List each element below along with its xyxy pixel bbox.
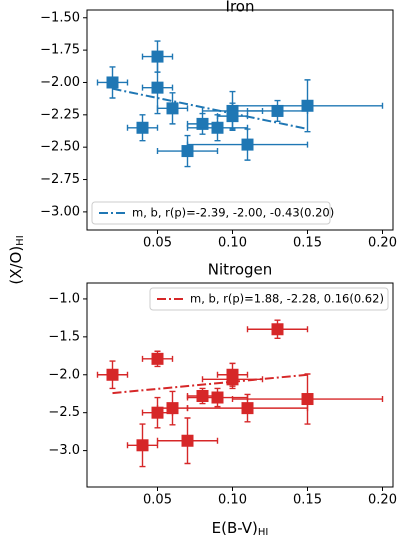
y-tick-label: −2.50 bbox=[40, 140, 80, 155]
y-tick-label: −2.25 bbox=[40, 107, 80, 122]
x-tick-label: 0.15 bbox=[293, 236, 322, 251]
panel-title: Nitrogen bbox=[208, 261, 273, 279]
x-tick-label: 0.05 bbox=[143, 236, 172, 251]
legend-label: m, b, r(p)=1.88, -2.28, 0.16(0.62) bbox=[190, 292, 384, 306]
legend-label: m, b, r(p)=-2.39, -2.00, -0.43(0.20) bbox=[132, 206, 334, 220]
point bbox=[106, 368, 119, 381]
point bbox=[181, 145, 194, 158]
point bbox=[106, 76, 119, 89]
point bbox=[151, 352, 164, 365]
y-tick-label: −1.5 bbox=[48, 329, 80, 344]
point bbox=[151, 50, 164, 63]
point bbox=[151, 406, 164, 419]
panel-title: Iron bbox=[226, 0, 255, 16]
point bbox=[301, 393, 314, 406]
y-tick-label: −2.75 bbox=[40, 172, 80, 187]
legend-box bbox=[91, 201, 331, 225]
point bbox=[241, 138, 254, 151]
plot-frame bbox=[86, 9, 394, 231]
fit-line bbox=[112, 87, 308, 130]
y-tick-label: −1.75 bbox=[40, 43, 80, 58]
point bbox=[271, 323, 284, 336]
legend-box bbox=[149, 287, 389, 311]
point bbox=[196, 389, 209, 402]
point bbox=[181, 434, 194, 447]
x-tick-label: 0.10 bbox=[218, 236, 247, 251]
y-tick-label: −3.00 bbox=[40, 204, 80, 219]
y-axis-label: (X/O)HI bbox=[7, 235, 27, 284]
point bbox=[166, 102, 179, 115]
y-tick-label: −2.00 bbox=[40, 75, 80, 90]
y-tick-label: −2.5 bbox=[48, 405, 80, 420]
legend: m, b, r(p)=-2.39, -2.00, -0.43(0.20) bbox=[91, 201, 334, 225]
x-tick-label: 0.15 bbox=[293, 493, 322, 508]
legend: m, b, r(p)=1.88, -2.28, 0.16(0.62) bbox=[149, 287, 389, 311]
y-tick-label: −1.0 bbox=[48, 291, 80, 306]
fit-line bbox=[112, 373, 308, 395]
point bbox=[136, 121, 149, 134]
x-tick-label: 0.10 bbox=[218, 493, 247, 508]
point bbox=[211, 391, 224, 404]
y-tick-label: −1.50 bbox=[40, 10, 80, 25]
point bbox=[136, 439, 149, 452]
point bbox=[151, 81, 164, 94]
x-tick-label: 0.05 bbox=[143, 493, 172, 508]
point bbox=[211, 121, 224, 134]
y-tick-label: −2.0 bbox=[48, 367, 80, 382]
plot-frame bbox=[86, 282, 394, 488]
point bbox=[196, 117, 209, 130]
point bbox=[226, 368, 239, 381]
x-tick-label: 0.20 bbox=[368, 236, 397, 251]
x-tick-label: 0.20 bbox=[368, 493, 397, 508]
point bbox=[166, 402, 179, 415]
point bbox=[271, 104, 284, 117]
y-tick-label: −3.0 bbox=[48, 443, 80, 458]
point bbox=[301, 99, 314, 112]
point bbox=[241, 402, 254, 415]
x-axis-label: E(B-V)HI bbox=[212, 519, 269, 539]
point bbox=[226, 110, 239, 123]
